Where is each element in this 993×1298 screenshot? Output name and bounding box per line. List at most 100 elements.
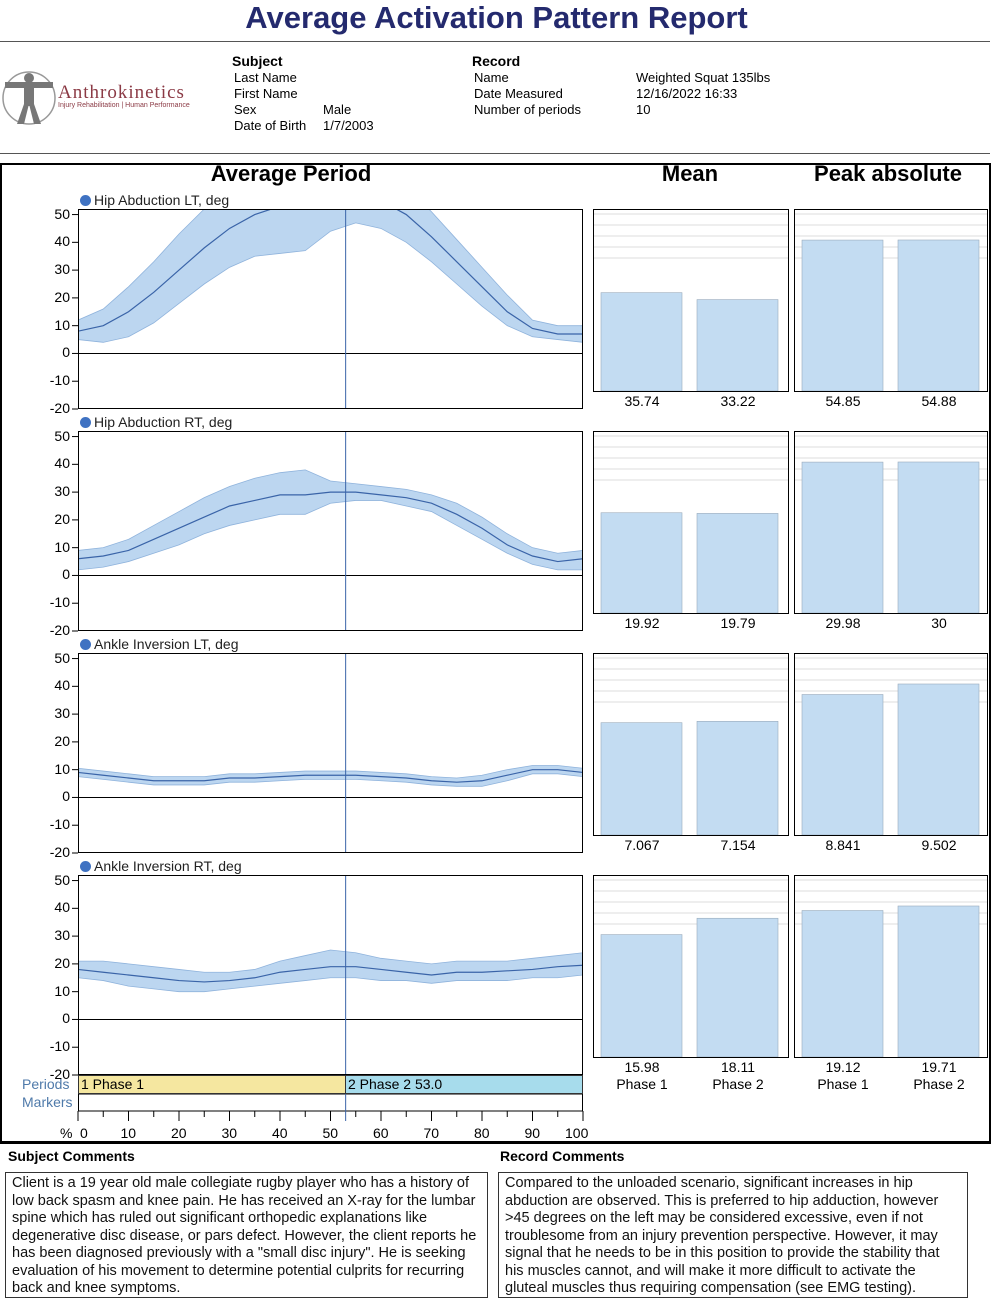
mean-bar-chart <box>593 653 789 836</box>
y-tick-label: 50 <box>54 205 70 222</box>
y-tick-label: 30 <box>54 927 70 944</box>
y-tick-label: 30 <box>54 705 70 722</box>
peak-bar <box>801 461 884 614</box>
peak-bar <box>801 910 884 1058</box>
subject-info: Subject Last Name First Name Sex Male Date o… <box>232 53 374 134</box>
divider <box>0 41 990 42</box>
info-label: Sex <box>234 102 257 117</box>
line-plot <box>72 875 583 1076</box>
logo-tagline: Injury Rehabilitation | Human Performanc… <box>58 102 190 109</box>
phase-2-period[interactable]: 2 Phase 2 53.0 <box>345 1075 583 1094</box>
info-value: Weighted Squat 135lbs <box>636 70 771 85</box>
x-tick-label: 60 <box>373 1125 389 1141</box>
info-row: First Name <box>232 86 374 102</box>
mean-bar <box>600 512 683 614</box>
markers-track <box>78 1094 583 1112</box>
y-tick-label: 0 <box>62 788 70 805</box>
plot-title-text: Ankle Inversion RT, deg <box>94 858 242 874</box>
subject-comments-heading: Subject Comments <box>8 1148 135 1164</box>
peak-absolute-heading: Peak absolute <box>814 161 962 186</box>
info-row: Name Weighted Squat 135lbs <box>472 70 770 86</box>
x-tick-label: 40 <box>272 1125 288 1141</box>
plot-border <box>78 653 583 853</box>
line-plot <box>72 653 583 854</box>
mean-bar <box>696 721 779 836</box>
mean-bar <box>696 513 779 614</box>
peak-value-label: 8.841 <box>825 837 861 853</box>
x-axis: % 0 10 20 30 40 50 60 70 80 90 100 <box>60 1094 589 1141</box>
bar-panel-border <box>593 209 789 392</box>
mean-bar <box>696 299 779 392</box>
record-info: Record Name Weighted Squat 135lbs Date Mea… <box>472 53 770 118</box>
plot-border <box>78 431 583 631</box>
phase-category-label: Phase 1 <box>817 1076 869 1092</box>
bar-panel-border <box>593 653 789 836</box>
peak-bar <box>801 239 884 392</box>
bar-panel-border <box>794 653 988 836</box>
x-tick-label: 90 <box>525 1125 541 1141</box>
info-label: Last Name <box>234 70 297 85</box>
y-tick-label: -10 <box>49 1038 70 1055</box>
subject-comments-text[interactable]: Client is a 19 year old male collegiate … <box>5 1172 488 1298</box>
plot-title-text: Hip Abduction LT, deg <box>94 192 230 208</box>
y-tick-label: 0 <box>62 344 70 361</box>
plot-title-text: Ankle Inversion LT, deg <box>94 636 239 652</box>
peak-bar-chart <box>794 431 988 614</box>
mean-value-label: 19.92 <box>624 615 660 631</box>
bar-panel-border <box>593 431 789 614</box>
line-plot <box>72 431 583 632</box>
logo-wordmark: Anthrokinetics <box>58 82 185 103</box>
y-tick-label: -20 <box>49 1066 70 1082</box>
mean-bar-chart <box>593 431 789 614</box>
peak-value-label: 19.71 <box>921 1059 957 1075</box>
phase-category-label: Phase 2 <box>913 1076 965 1092</box>
series-dot-icon <box>80 639 91 650</box>
periods-label: Periods <box>22 1076 70 1092</box>
mean-bar <box>600 934 683 1058</box>
mean-bar-chart <box>593 209 789 392</box>
x-tick-label: 30 <box>222 1125 238 1141</box>
y-tick-label: 10 <box>54 316 70 333</box>
bar-panel-border <box>593 875 789 1058</box>
peak-bar-chart <box>794 209 988 392</box>
vitruvian-man-icon <box>2 71 56 125</box>
peak-bar-chart <box>794 875 988 1058</box>
phase-1-period[interactable]: 1 Phase 1 <box>78 1075 346 1094</box>
info-row: Sex Male <box>232 102 374 118</box>
peak-value-label: 19.12 <box>825 1059 861 1075</box>
info-row: Number of periods 10 <box>472 102 770 118</box>
x-tick-label: 70 <box>424 1125 440 1141</box>
series-dot-icon <box>80 195 91 206</box>
mean-bar-chart <box>593 875 789 1058</box>
x-tick-label: 100 <box>565 1125 589 1141</box>
peak-bar <box>897 905 980 1058</box>
x-tick-label: 50 <box>323 1125 339 1141</box>
mean-value-label: 7.154 <box>720 837 756 853</box>
info-label: Name <box>474 70 509 85</box>
mean-value-label: 33.22 <box>720 393 756 409</box>
y-tick-label: 40 <box>54 233 70 250</box>
peak-value-label: 29.98 <box>825 615 861 631</box>
mean-value-label: 15.98 <box>624 1059 660 1075</box>
x-tick-label: 0 <box>80 1125 88 1141</box>
subject-heading: Subject <box>232 53 283 69</box>
peak-value-label: 54.85 <box>825 393 861 409</box>
info-label: First Name <box>234 86 298 101</box>
mean-line <box>78 491 583 563</box>
mean-value-label: 35.74 <box>624 393 660 409</box>
y-tick-label: 40 <box>54 455 70 472</box>
phase-category-label: Phase 1 <box>616 1076 668 1092</box>
anthrokinetics-logo: Anthrokinetics Injury Rehabilitation | H… <box>2 68 217 130</box>
y-tick-label: -10 <box>49 816 70 833</box>
mean-bar <box>600 722 683 836</box>
phase-category-label: Phase 2 <box>712 1076 764 1092</box>
info-value: 1/7/2003 <box>323 118 374 133</box>
record-comments-text[interactable]: Compared to the unloaded scenario, signi… <box>498 1172 968 1298</box>
peak-bar-chart <box>794 653 988 836</box>
y-tick-label: 20 <box>54 510 70 527</box>
info-row: Last Name <box>232 70 374 86</box>
plot-border <box>78 209 583 409</box>
y-tick-label: 40 <box>54 677 70 694</box>
peak-value-label: 9.502 <box>921 837 957 853</box>
x-axis-unit: % <box>60 1125 72 1141</box>
